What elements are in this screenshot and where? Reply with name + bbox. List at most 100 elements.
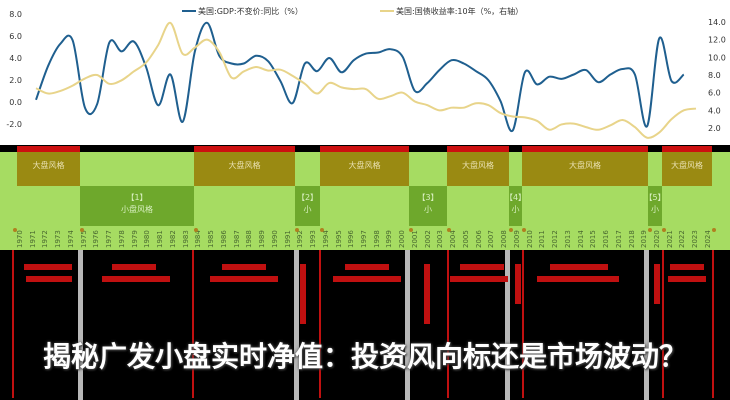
y-left-tick: 6.0: [9, 32, 22, 41]
small-style-tag: 【3】: [417, 193, 439, 202]
year-tick: 2008: [500, 230, 509, 248]
y-left-tick: 0.0: [9, 98, 22, 107]
year-tick: 1990: [270, 230, 279, 248]
gdp-line: [35, 21, 685, 133]
big-style-label: 大盘风格: [671, 161, 703, 170]
note-block: [300, 264, 306, 324]
year-tick: 2023: [691, 230, 700, 248]
year-axis: 1970 1971 1972 1973 1974 1975 1976 1977 1978 1979…: [0, 226, 730, 250]
y-right-tick: 10.0: [708, 53, 726, 62]
timeline-marker: [648, 228, 652, 232]
note-block: [668, 276, 706, 282]
year-tick: 2004: [449, 230, 458, 248]
year-tick: 1971: [28, 230, 37, 248]
year-tick: 2014: [576, 230, 585, 248]
y-left-tick: 2.0: [9, 76, 22, 85]
year-tick: 1978: [117, 230, 126, 248]
year-tick: 2021: [665, 230, 674, 248]
year-tick: 2022: [678, 230, 687, 248]
y-left-tick: -2.0: [6, 120, 22, 129]
timeline-marker: [80, 228, 84, 232]
note-block: [450, 276, 508, 282]
big-style-box: 大盘风格: [320, 146, 409, 186]
divider: [12, 250, 14, 398]
legend-label: 美国:GDP:不变价:同比（%）: [198, 6, 303, 16]
year-tick: 2016: [602, 230, 611, 248]
big-style-box: 大盘风格: [447, 146, 509, 186]
year-tick: 1980: [143, 230, 152, 248]
year-tick: 2020: [653, 230, 661, 248]
year-tick: 1987: [232, 230, 241, 248]
year-tick: 1977: [105, 230, 114, 248]
small-style-label: 小盘风格: [121, 205, 153, 214]
year-tick: 2019: [640, 230, 649, 248]
year-tick: 2013: [563, 230, 572, 248]
timeline-marker: [194, 228, 198, 232]
big-style-label: 大盘风格: [32, 161, 65, 170]
legend-label: 美国:国债收益率:10年（%，右轴）: [396, 6, 523, 16]
chart-area: 8.0 6.0 4.0 2.0 0.0 -2.0 14.0 12.0 10.0 8.0 6.0 4.0…: [0, 0, 730, 145]
divider: [644, 250, 649, 400]
year-tick: 1984: [194, 230, 203, 248]
year-tick: 2005: [461, 230, 470, 248]
small-style-tag: 【4】: [504, 193, 527, 202]
y-right-tick: 4.0: [708, 106, 721, 115]
yield-line: [35, 21, 697, 139]
year-tick: 2018: [627, 230, 636, 248]
year-tick: 1985: [207, 230, 216, 248]
divider: [405, 250, 410, 400]
big-style-label: 大盘风格: [569, 161, 601, 170]
divider: [505, 250, 510, 400]
divider: [294, 250, 299, 400]
y-right-tick: 12.0: [708, 36, 726, 45]
big-style-box: 大盘风格: [194, 146, 295, 186]
note-block: [537, 276, 619, 282]
small-style-label: 小: [424, 205, 432, 214]
year-tick: 1999: [385, 230, 394, 248]
year-tick: 2002: [423, 230, 432, 248]
year-tick: 1982: [168, 230, 177, 248]
y-right-tick: 6.0: [708, 89, 721, 98]
divider: [662, 250, 664, 398]
small-style-box: 【3】小: [409, 186, 447, 226]
big-style-label: 大盘风格: [462, 161, 494, 170]
y-right-tick: 2.0: [708, 124, 721, 133]
note-block: [210, 276, 278, 282]
year-tick: 1970: [16, 230, 24, 248]
timeline-detail: [0, 250, 730, 400]
timeline-marker: [662, 228, 666, 232]
year-tick: 1981: [156, 230, 165, 248]
line-chart: 8.0 6.0 4.0 2.0 0.0 -2.0 14.0 12.0 10.0 8.0 6.0 4.0…: [6, 6, 726, 139]
big-style-label: 大盘风格: [348, 161, 381, 170]
note-block: [515, 264, 521, 304]
timeline-marker: [320, 228, 324, 232]
year-tick: 2017: [614, 230, 623, 248]
note-block: [222, 264, 266, 270]
note-block: [424, 264, 430, 324]
small-style-box: 【4】小: [505, 186, 526, 226]
year-tick: 1983: [181, 230, 190, 248]
year-tick: 1988: [245, 230, 254, 248]
divider: [712, 250, 714, 398]
y-left-tick: 4.0: [9, 54, 22, 63]
small-style-box: 【5】小: [644, 186, 666, 226]
divider: [192, 250, 194, 398]
small-style-box: 【1】小盘风格: [80, 186, 194, 226]
note-block: [26, 276, 72, 282]
year-tick: 2006: [474, 230, 483, 248]
year-tick: 1979: [130, 230, 139, 248]
note-block: [460, 264, 504, 270]
big-style-box: 大盘风格: [522, 146, 648, 186]
year-tick: 1997: [359, 230, 368, 248]
small-style-tag: 【1】: [126, 193, 148, 202]
small-style-label: 小: [651, 205, 659, 214]
year-tick: 1993: [309, 230, 318, 248]
page-title: 揭秘广发小盘实时净值：投资风向标还是市场波动？: [42, 340, 687, 373]
year-tick: 1976: [92, 230, 101, 248]
year-tick: 2010: [525, 230, 534, 248]
small-style-tag: 【5】: [644, 193, 666, 202]
note-block: [333, 276, 401, 282]
year-tick: 1973: [54, 230, 63, 248]
year-tick: 2007: [487, 230, 496, 248]
small-style-label: 小: [511, 205, 520, 214]
